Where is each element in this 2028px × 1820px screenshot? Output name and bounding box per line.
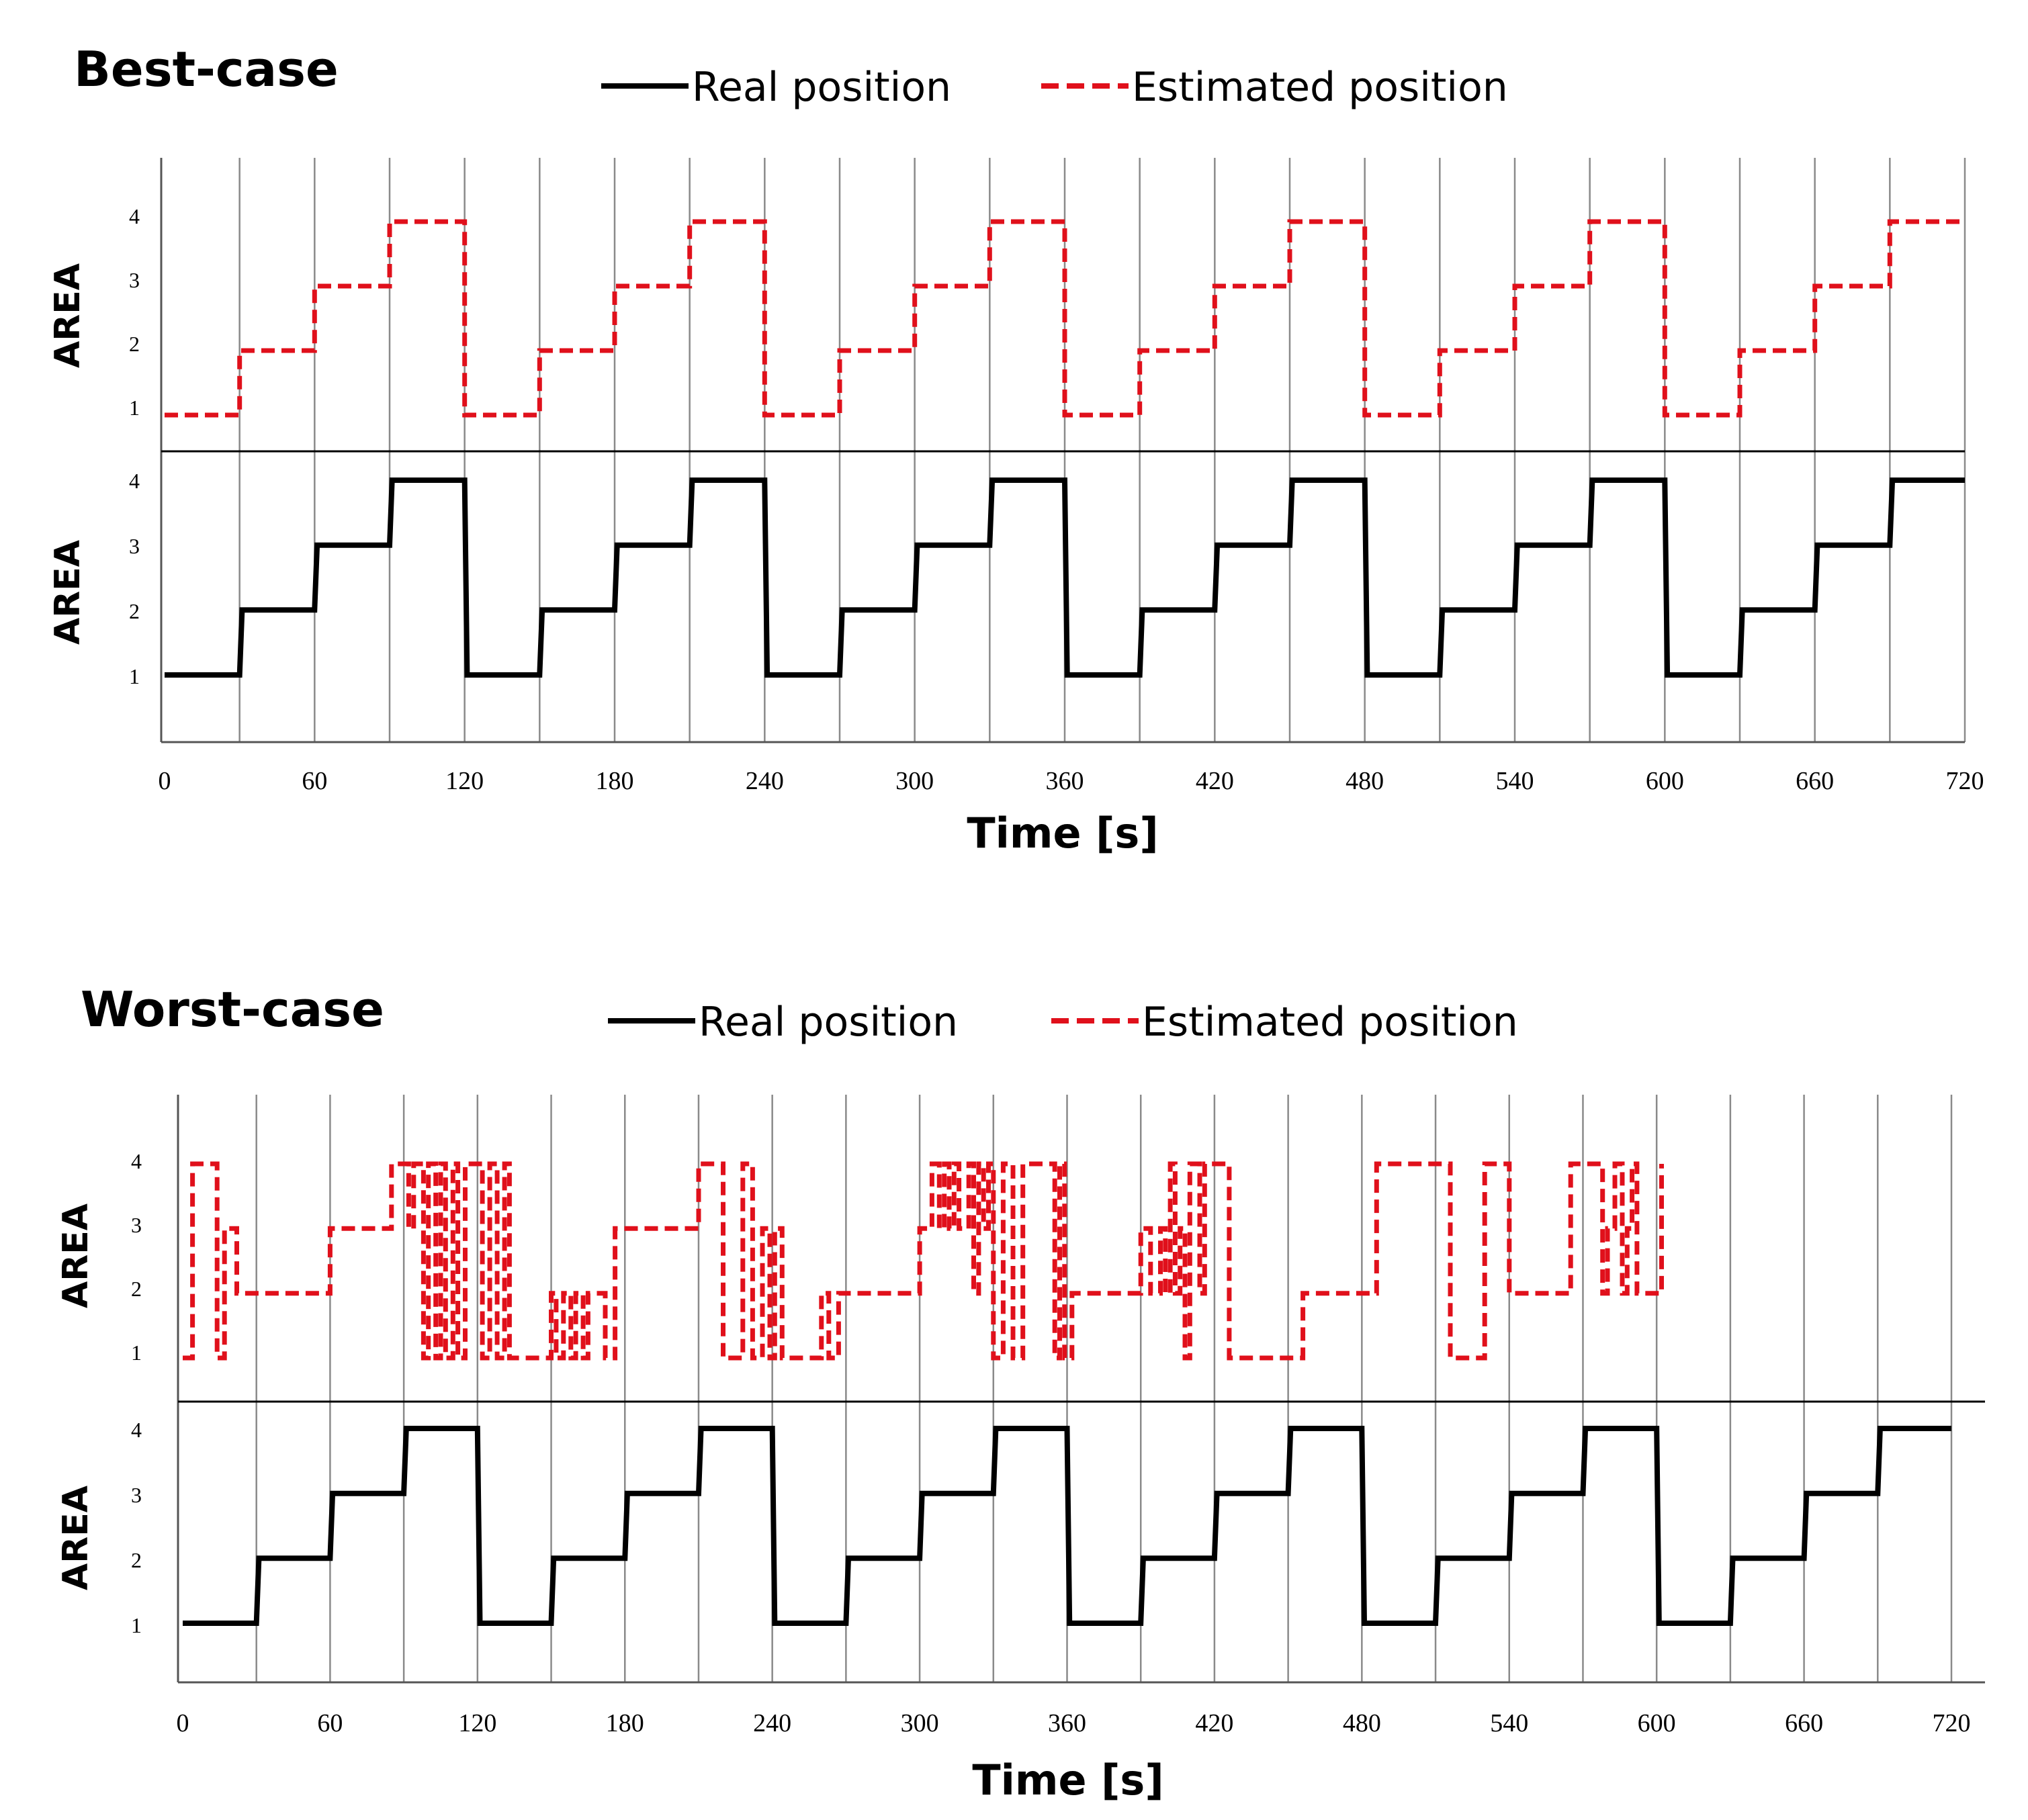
y-axis-label: AREA: [56, 1203, 96, 1308]
x-tick-label: 720: [1946, 767, 1984, 795]
legend-real-label: Real position: [692, 64, 951, 111]
x-tick-label: 660: [1796, 767, 1834, 795]
x-tick-label: 120: [445, 767, 484, 795]
worst-case-figure: Worst-case Real position Estimated posit…: [56, 981, 1985, 1805]
y-tick-label: 1: [129, 396, 140, 420]
x-axis-label: Time [s]: [967, 809, 1158, 858]
x-tick-label: 0: [159, 767, 171, 795]
x-tick-label: 60: [317, 1709, 343, 1737]
y-tick-label: 1: [129, 664, 140, 688]
y-tick-label: 3: [131, 1213, 142, 1237]
y-tick-label: 3: [131, 1483, 142, 1507]
legend-estimated-label: Estimated position: [1142, 999, 1518, 1046]
estimated-position-line: [165, 219, 1965, 418]
x-tick-label: 180: [596, 767, 634, 795]
x-tick-label: 240: [753, 1709, 791, 1737]
x-tick-label: 540: [1496, 767, 1534, 795]
y-tick-label: 3: [129, 268, 140, 292]
series-lines: [183, 1161, 1951, 1626]
y-tick-label: 2: [129, 599, 140, 623]
x-tick-labels: 0 60 120 180 240 300 360 420 480 540 600 660 720: [159, 767, 1984, 795]
y-tick-label: 2: [129, 332, 140, 356]
y-tick-label: 1: [131, 1340, 142, 1365]
legend: Real position Estimated position: [608, 999, 1518, 1046]
x-tick-label: 420: [1195, 1709, 1233, 1737]
x-tick-label: 240: [746, 767, 784, 795]
x-tick-label: 420: [1196, 767, 1234, 795]
x-tick-label: 600: [1638, 1709, 1676, 1737]
y-tick-label: 4: [131, 1418, 142, 1442]
y-tick-label: 2: [131, 1548, 142, 1572]
x-tick-label: 60: [302, 767, 327, 795]
series-lines: [165, 219, 1965, 678]
x-tick-label: 360: [1046, 767, 1084, 795]
y-tick-label: 2: [131, 1277, 142, 1301]
chart-title: Worst-case: [81, 981, 384, 1038]
real-position-line: [165, 477, 1965, 678]
y-axis-label: AREA: [56, 1486, 96, 1590]
x-tick-labels: 0 60 120 180 240 300 360 420 480 540 600 660 720: [177, 1709, 1971, 1737]
x-tick-label: 120: [458, 1709, 496, 1737]
vertical-gridlines: [238, 158, 1966, 742]
x-tick-label: 480: [1346, 767, 1384, 795]
estimated-position-line: [183, 1161, 1664, 1361]
y-tick-label: 3: [129, 534, 140, 558]
x-tick-label: 0: [177, 1709, 189, 1737]
y-tick-label: 4: [131, 1149, 142, 1173]
x-tick-label: 360: [1048, 1709, 1086, 1737]
legend: Real position Estimated position: [601, 64, 1508, 111]
y-axis-label: AREA: [48, 540, 88, 645]
x-axis-label: Time [s]: [972, 1756, 1163, 1805]
best-case-figure: Best-case Real position Estimated positi…: [48, 41, 1984, 858]
x-tick-label: 540: [1490, 1709, 1528, 1737]
real-position-line: [183, 1426, 1951, 1626]
x-tick-label: 480: [1343, 1709, 1381, 1737]
y-axis-label: AREA: [48, 263, 88, 368]
chart-title: Best-case: [74, 41, 339, 97]
x-tick-label: 300: [895, 767, 934, 795]
legend-real-label: Real position: [699, 999, 958, 1046]
legend-estimated-label: Estimated position: [1132, 64, 1508, 111]
y-tick-label: 1: [131, 1613, 142, 1637]
y-tick-label: 4: [129, 469, 140, 493]
x-tick-label: 660: [1785, 1709, 1823, 1737]
x-tick-label: 720: [1933, 1709, 1971, 1737]
x-tick-label: 300: [901, 1709, 939, 1737]
y-tick-label: 4: [129, 204, 140, 228]
x-tick-label: 180: [606, 1709, 644, 1737]
x-tick-label: 600: [1646, 767, 1684, 795]
